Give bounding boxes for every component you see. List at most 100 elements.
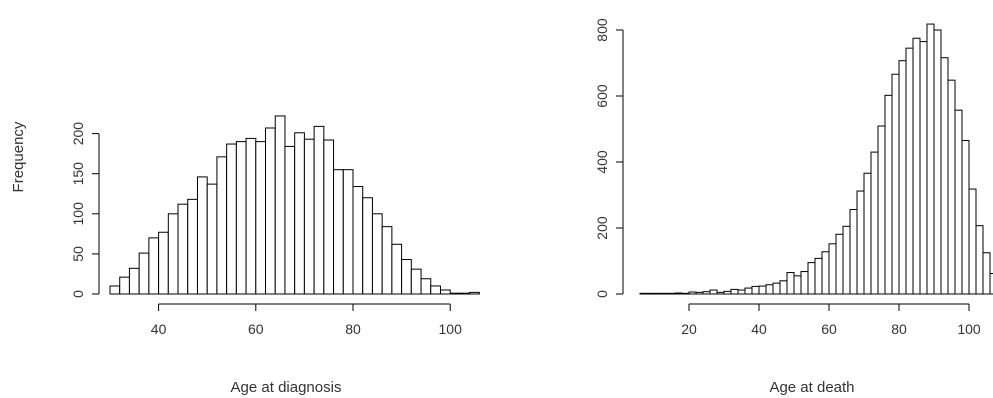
- histogram-bar: [303, 138, 315, 295]
- y-tick-label: 0: [70, 290, 86, 298]
- histogram-bar: [667, 292, 676, 295]
- histogram-bar: [898, 60, 907, 295]
- y-tick-label: 400: [594, 150, 610, 174]
- histogram-bar: [695, 291, 704, 295]
- histogram-bar: [681, 292, 690, 295]
- histogram-bar: [148, 237, 160, 295]
- histogram-bar: [968, 188, 977, 295]
- x-tick-label: 100: [439, 321, 463, 337]
- x-axis-title-diagnosis: Age at diagnosis: [231, 379, 342, 396]
- histogram-age-at-diagnosis: 40 60 80 100 0 50 100 150 200: [70, 115, 480, 337]
- histogram-age-at-death: 20 40 60 80 100 0 200 400 600 800: [594, 18, 993, 337]
- histogram-bar: [187, 198, 198, 295]
- x-tick-label: 40: [151, 321, 167, 337]
- histogram-bar: [954, 109, 963, 295]
- histogram-bar: [333, 169, 344, 295]
- histogram-bar: [323, 139, 335, 295]
- histogram-bar: [410, 268, 422, 295]
- histogram-bar: [362, 197, 373, 295]
- histogram-bar: [975, 225, 984, 295]
- histogram-bar: [807, 262, 816, 295]
- histogram-bar: [709, 289, 718, 295]
- histogram-bar: [744, 287, 753, 295]
- histogram-bar: [294, 132, 305, 295]
- y-tick-label: 800: [594, 18, 610, 42]
- histogram-bar: [449, 292, 461, 295]
- histogram-bar: [430, 285, 441, 295]
- histogram-bar: [469, 291, 480, 295]
- histogram-bar: [439, 289, 451, 295]
- histogram-bar: [313, 125, 325, 295]
- histogram-bar: [723, 290, 732, 295]
- histogram-bar: [639, 292, 648, 295]
- histogram-bar: [737, 289, 746, 295]
- y-tick-label: 50: [70, 246, 86, 262]
- histogram-bar: [905, 47, 914, 295]
- x-tick-label: 80: [891, 321, 907, 337]
- histogram-bar: [674, 292, 683, 295]
- histogram-bar: [758, 285, 767, 295]
- histogram-bar: [255, 141, 267, 295]
- histogram-bar: [772, 282, 781, 295]
- y-tick-label: 100: [70, 202, 86, 226]
- histogram-bar: [842, 225, 851, 295]
- x-tick-label: 80: [345, 321, 361, 337]
- histogram-bar: [352, 186, 364, 295]
- histogram-bar: [835, 233, 844, 295]
- histogram-bar: [730, 288, 739, 295]
- histogram-bar: [653, 292, 662, 295]
- x-tick-label: 100: [957, 321, 981, 337]
- y-tick-label: 0: [594, 290, 610, 298]
- histogram-bar: [226, 143, 237, 295]
- histogram-bar: [420, 278, 432, 295]
- histogram-bar: [119, 276, 130, 295]
- y-tick-label: 150: [70, 162, 86, 186]
- y-tick-label: 600: [594, 84, 610, 108]
- y-tick-label: 200: [70, 122, 86, 146]
- histogram-bar: [814, 257, 823, 295]
- histogram-bar: [828, 243, 837, 295]
- histogram-bar: [751, 285, 760, 295]
- histogram-bar: [128, 267, 140, 295]
- x-tick-label: 60: [248, 321, 264, 337]
- histogram-bar: [401, 259, 412, 295]
- histogram-bar: [702, 291, 711, 295]
- histogram-bar: [940, 57, 949, 295]
- histogram-bar: [800, 271, 809, 295]
- histogram-bar: [245, 137, 257, 295]
- histogram-bar: [786, 272, 795, 295]
- histogram-bar: [177, 203, 189, 295]
- histogram-bar: [793, 275, 802, 295]
- histogram-bar: [216, 156, 228, 295]
- histogram-bar: [982, 252, 991, 295]
- histogram-bar: [274, 115, 286, 295]
- x-tick-label: 40: [751, 321, 767, 337]
- histogram-bar: [779, 280, 788, 295]
- histogram-bar: [284, 145, 296, 295]
- histogram-bar: [158, 231, 169, 295]
- histogram-bar: [933, 29, 942, 295]
- histogram-bar: [660, 292, 669, 295]
- x-tick-label: 20: [681, 321, 697, 337]
- histogram-bar: [342, 169, 354, 295]
- histogram-bar: [989, 273, 993, 295]
- histogram-bar: [863, 172, 872, 295]
- histogram-bar: [138, 252, 150, 295]
- histogram-bar: [371, 213, 383, 295]
- histogram-bar: [870, 151, 879, 295]
- histogram-bar: [109, 285, 121, 295]
- histogram-bar: [391, 243, 403, 295]
- histogram-bar: [167, 213, 179, 295]
- histogram-bar: [919, 41, 928, 295]
- histogram-bar: [688, 291, 697, 295]
- histogram-bar: [849, 209, 858, 295]
- histogram-bar: [265, 127, 276, 295]
- histogram-bar: [206, 183, 218, 295]
- y-tick-label: 200: [594, 216, 610, 240]
- histogram-bar: [947, 79, 956, 295]
- histogram-bar: [884, 94, 893, 295]
- histogram-bar: [891, 73, 900, 295]
- histogram-bar: [821, 251, 830, 295]
- x-axis-title-death: Age at death: [769, 379, 854, 396]
